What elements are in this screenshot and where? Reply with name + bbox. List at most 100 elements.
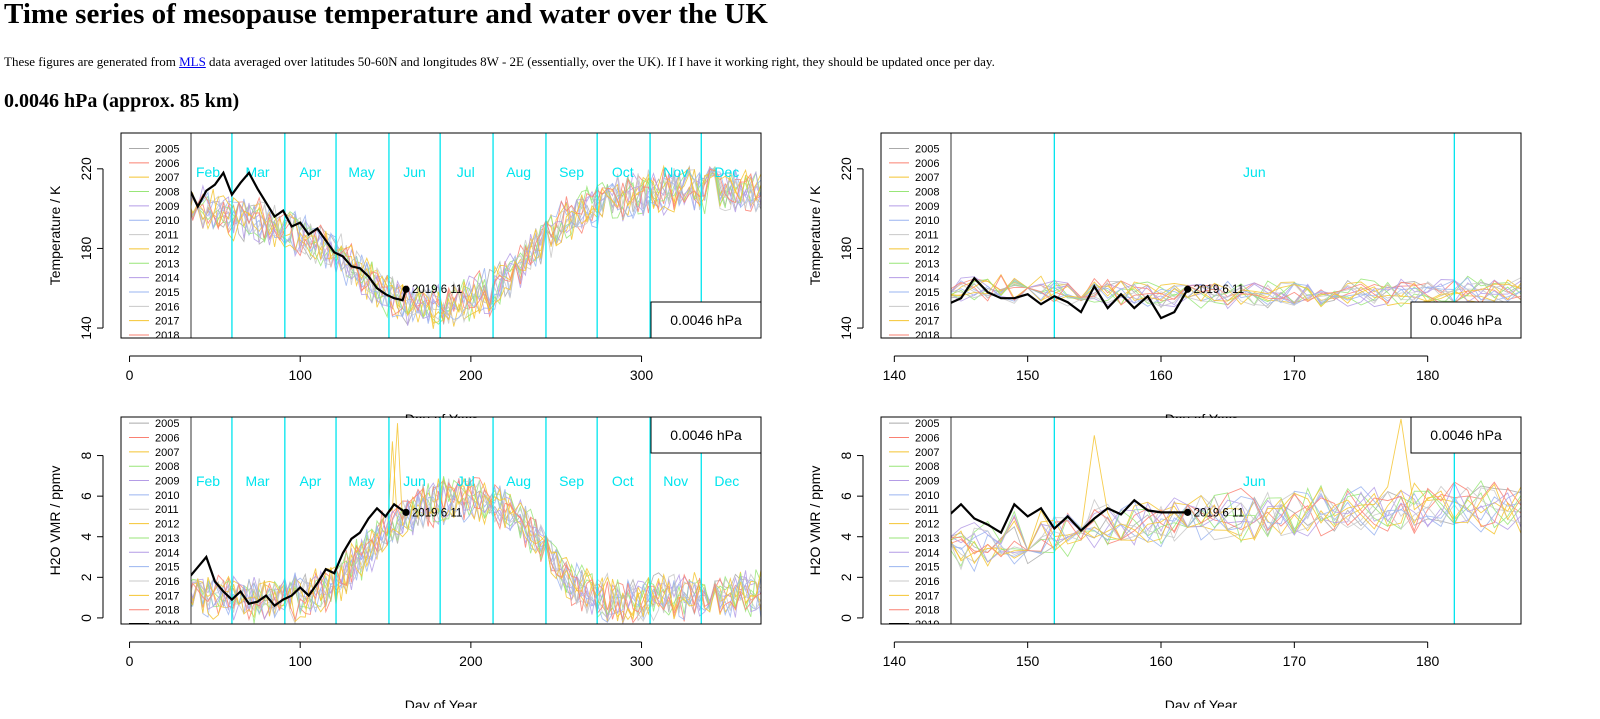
plot-area: Feb Mar Apr May Jun Jul Aug Sep Oct Nov Dec [121, 133, 761, 338]
legend-label-2007: 2007 [915, 447, 939, 459]
series-line-2012 [121, 423, 761, 624]
legend: 2005 2006 2007 2008 2009 2010 2011 2012 2013 2014… [121, 417, 192, 631]
month-label-apr: Apr [300, 164, 322, 180]
plot-frame [880, 416, 1522, 625]
x-tick-label: 140 [883, 367, 907, 383]
x-axis-title: Day of Year [405, 697, 478, 708]
month-label-aug: Aug [506, 164, 531, 180]
mls-link[interactable]: MLS [179, 54, 206, 69]
month-label-may: May [348, 473, 374, 489]
legend-label-2014: 2014 [155, 547, 179, 559]
plot-frame [880, 132, 1522, 339]
month-label-jun: Jun [403, 164, 426, 180]
y-tick-label: 2 [838, 573, 854, 581]
legend-label-2011: 2011 [915, 504, 939, 516]
x-tick-label: 300 [630, 367, 654, 383]
x-tick-label: 300 [630, 653, 654, 669]
x-tick-label: 180 [1416, 367, 1440, 383]
month-label-may: May [348, 164, 374, 180]
y-tick-label: 180 [838, 237, 854, 261]
legend-label-2007: 2007 [155, 447, 179, 459]
plot-frame [120, 132, 762, 339]
y-tick-label: 8 [78, 451, 94, 459]
month-label-nov: Nov [663, 164, 688, 180]
legend-label-2018: 2018 [915, 605, 939, 617]
legend-box [881, 133, 952, 338]
series-line-2018 [121, 168, 761, 317]
legend-label-2010: 2010 [915, 215, 939, 227]
x-tick-label: 140 [883, 653, 907, 669]
legend-label-2012: 2012 [915, 244, 939, 256]
x-tick-label: 200 [459, 653, 483, 669]
series-line-2017 [121, 478, 761, 623]
legend: 2005 2006 2007 2008 2009 2010 2011 2012 2013 2014… [121, 133, 192, 338]
y-tick-label: 8 [838, 451, 854, 459]
y-tick-label: 0 [78, 614, 94, 622]
month-label-jul: Jul [457, 164, 475, 180]
legend-label-2015: 2015 [155, 287, 179, 299]
series-line-2018 [881, 481, 1521, 568]
x-tick-label: 170 [1283, 367, 1307, 383]
x-axis-title: Day of Year [1165, 411, 1238, 418]
y-axis-title: H2O VMR / ppmv [807, 466, 823, 576]
x-tick-label: 200 [459, 367, 483, 383]
legend-label-2012: 2012 [155, 519, 179, 531]
month-label-oct: Oct [612, 164, 634, 180]
legend-label-2011: 2011 [155, 230, 179, 242]
legend-label-2019: 2019 [155, 619, 179, 631]
legend-label-2019: 2019 [915, 344, 939, 356]
series-line-2010 [881, 490, 1521, 573]
month-label-dec: Dec [714, 164, 739, 180]
water-vapour-zoom-chart: Jun 2019 6 11 2005 2006 2007 2008 2009 2010 2011… [807, 416, 1522, 708]
pressure-label: 0.0046 hPa [1430, 312, 1502, 328]
x-tick-label: 100 [289, 653, 313, 669]
y-axis-title: Temperature / K [807, 185, 823, 285]
current-point-label: 2019 6 11 [1194, 284, 1244, 296]
legend-label-2007: 2007 [155, 172, 179, 184]
legend-label-2014: 2014 [915, 547, 939, 559]
legend-label-2013: 2013 [155, 258, 179, 270]
legend: 2005 2006 2007 2008 2009 2010 2011 2012 2013 2014… [881, 133, 952, 356]
legend-label-2005: 2005 [155, 418, 179, 430]
y-axis-title: Temperature / K [47, 185, 63, 285]
series-line-2006 [881, 481, 1521, 555]
series-line-2016 [121, 478, 761, 624]
legend-label-2011: 2011 [155, 504, 179, 516]
series-line-2014 [121, 479, 761, 621]
legend-label-2012: 2012 [915, 519, 939, 531]
legend-label-2006: 2006 [915, 158, 939, 170]
y-tick-label: 0 [838, 614, 854, 622]
y-tick-label: 220 [838, 157, 854, 181]
pressure-label: 0.0046 hPa [670, 312, 742, 328]
legend-label-2016: 2016 [155, 576, 179, 588]
series-line-2012 [121, 168, 761, 324]
current-point-label: 2019 6 11 [412, 284, 462, 296]
legend-label-2012: 2012 [155, 244, 179, 256]
legend-label-2016: 2016 [155, 301, 179, 313]
legend-label-2015: 2015 [155, 562, 179, 574]
legend-label-2017: 2017 [915, 590, 939, 602]
y-tick-label: 220 [78, 157, 94, 181]
series-line-2015 [881, 486, 1521, 576]
plot-area: Jun [881, 417, 1521, 624]
x-tick-label: 150 [1016, 653, 1040, 669]
series-line-2016 [121, 166, 761, 324]
y-tick-label: 4 [838, 533, 854, 541]
current-point-marker [1184, 285, 1192, 293]
legend-label-2008: 2008 [155, 461, 179, 473]
series-line-2007 [881, 275, 1521, 306]
legend-label-2009: 2009 [915, 201, 939, 213]
series-line-2009 [881, 276, 1521, 310]
legend-label-2019: 2019 [915, 619, 939, 631]
y-tick-label: 140 [78, 316, 94, 340]
month-label-jun: Jun [1243, 164, 1266, 180]
pressure-label: 0.0046 hPa [670, 427, 742, 443]
legend-label-2014: 2014 [155, 273, 179, 285]
intro-text-before: These figures are generated from [4, 54, 180, 69]
legend-label-2005: 2005 [915, 143, 939, 155]
series-line-2013 [121, 480, 761, 624]
y-tick-label: 4 [78, 533, 94, 541]
y-tick-label: 180 [78, 237, 94, 261]
current-point-marker [402, 285, 410, 293]
series-line-2018 [121, 479, 761, 622]
